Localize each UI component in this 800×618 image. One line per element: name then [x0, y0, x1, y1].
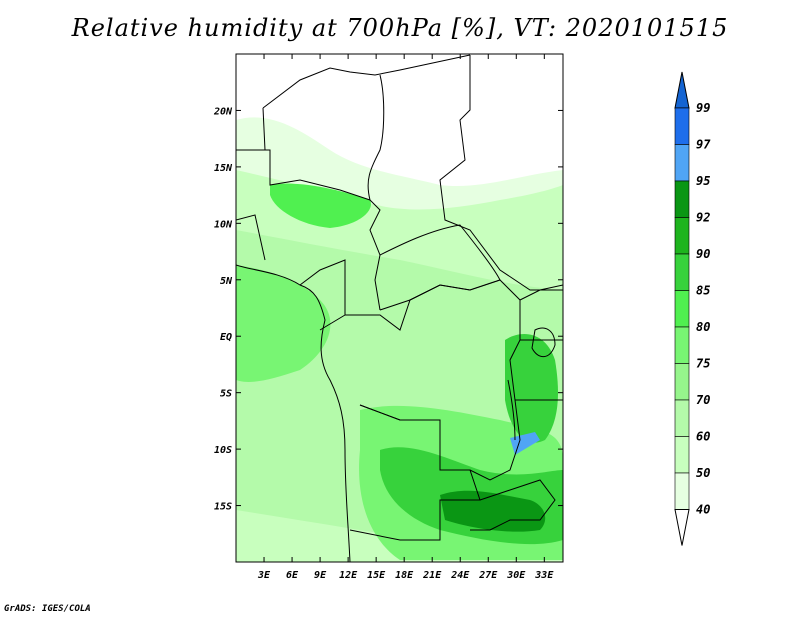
border-nigeria	[236, 149, 371, 201]
colorbar-segment	[674, 363, 690, 401]
border-west-2	[236, 107, 266, 261]
colorbar-bottom-arrow	[674, 509, 690, 546]
colorbar-segment	[674, 253, 690, 291]
colorbar-segment	[674, 436, 690, 474]
lon-tick-label: 18E	[395, 570, 414, 581]
border-zambia	[470, 479, 556, 531]
colorbar-segment	[674, 472, 690, 510]
border-angola	[349, 404, 481, 541]
colorbar-label: 50	[696, 466, 710, 480]
lat-tick-label: 15N	[214, 163, 233, 174]
lat-tick-label: 5N	[220, 276, 233, 287]
lon-tick-label: 3E	[257, 570, 271, 581]
lon-tick-label: 27E	[478, 570, 498, 581]
colorbar-label: 95	[696, 174, 710, 188]
colorbar-segment	[674, 180, 690, 218]
colorbar-label: 75	[696, 357, 710, 371]
lake-tanganyika	[507, 379, 516, 441]
humidity-region-80	[270, 183, 371, 228]
colorbar-segment	[674, 107, 690, 145]
colorbar-label: 92	[696, 211, 710, 225]
colorbar-label: 70	[696, 393, 710, 407]
country-borders	[236, 54, 563, 562]
colorbar-label: 90	[696, 247, 710, 261]
border-gabon	[299, 259, 346, 331]
coastline-west	[236, 264, 351, 562]
humidity-region-95	[510, 432, 540, 455]
lon-tick-label: 21E	[422, 570, 442, 581]
lon-tick-label: 15E	[367, 570, 386, 581]
colorbar: 99 97 95 92 90 85 80 75 70 60 50 40	[674, 71, 711, 546]
lon-tick-label: 33E	[534, 570, 554, 581]
colorbar-label: 85	[696, 284, 710, 298]
colorbar-segment	[674, 144, 690, 182]
border-north-1	[262, 54, 471, 109]
lat-tick-label: EQ	[220, 332, 232, 343]
lake-victoria	[531, 327, 556, 358]
colorbar-label: 40	[696, 503, 710, 517]
lon-tick-label: 24E	[450, 570, 470, 581]
lon-tick-label: 30E	[506, 570, 526, 581]
humidity-region-75	[236, 265, 331, 382]
credit-text: GrADS: IGES/COLA	[4, 604, 91, 614]
colorbar-top-arrow	[674, 71, 690, 109]
lat-tick-label: 5S	[220, 389, 232, 400]
lon-tick-label: 9E	[314, 570, 327, 581]
lat-tick-label: 15S	[214, 502, 232, 513]
colorbar-label: 60	[696, 430, 710, 444]
colorbar-label: 99	[696, 101, 710, 115]
humidity-region-92	[440, 490, 546, 532]
colorbar-segment	[674, 399, 690, 437]
border-east	[515, 284, 563, 401]
lat-tick-label: 20N	[213, 106, 233, 117]
colorbar-label: 80	[696, 320, 710, 334]
border-north-2	[439, 55, 563, 291]
map-title: Relative humidity at 700hPa [%], VT: 202…	[71, 14, 729, 42]
border-chad	[367, 74, 385, 311]
colorbar-segment	[674, 290, 690, 328]
lat-tick-label: 10N	[214, 219, 233, 230]
longitude-ticks: 3E 6E 9E 12E 15E 18E 21E 24E 27E 30E 33E	[257, 54, 554, 581]
humidity-field	[236, 54, 563, 562]
colorbar-segment	[674, 217, 690, 255]
colorbar-label: 97	[696, 138, 711, 152]
lon-tick-label: 12E	[339, 570, 358, 581]
humidity-region-85c	[505, 334, 558, 443]
latitude-ticks: 20N 15N 10N 5N EQ 5S 10S 15S	[213, 106, 563, 513]
lon-tick-label: 6E	[286, 570, 299, 581]
map-frame	[235, 53, 564, 563]
colorbar-segment	[674, 326, 690, 364]
lat-tick-label: 10S	[214, 445, 232, 456]
